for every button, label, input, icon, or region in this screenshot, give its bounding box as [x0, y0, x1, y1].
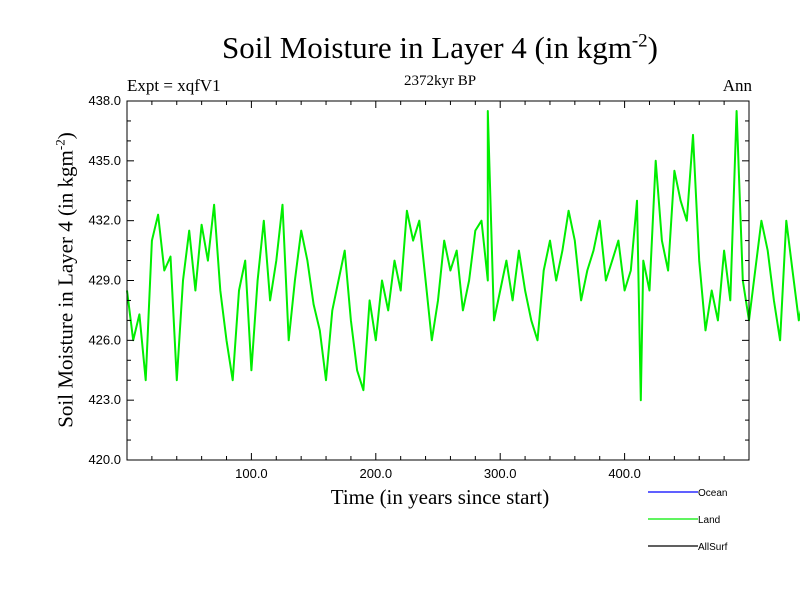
x-tick-label: 400.0 [608, 466, 641, 481]
y-tick-label: 435.0 [88, 153, 121, 168]
x-tick-label: 200.0 [360, 466, 393, 481]
legend-label-allsurf: AllSurf [698, 542, 728, 553]
y-tick-label: 432.0 [88, 213, 121, 228]
y-tick-label: 426.0 [88, 332, 121, 347]
legend-label-ocean: Ocean [698, 488, 727, 499]
chart-subtitle: 2372kyr BP [403, 73, 477, 89]
legend-label-land: Land [698, 515, 720, 526]
chart-title-text: Soil Moisture in Layer 4 (in kgm [222, 30, 632, 65]
plot-marks [126, 110, 800, 402]
chart-title-close-paren: ) [647, 30, 658, 65]
series-line-land [126, 110, 800, 402]
y-tick-label: 438.0 [88, 93, 121, 108]
y-tick-label: 423.0 [88, 392, 121, 407]
x-tick-label: 100.0 [235, 466, 268, 481]
x-axis-label: Time (in years since start) [330, 485, 550, 509]
y-tick-label: 420.0 [88, 452, 121, 467]
experiment-label: Expt = xqfV1 [127, 76, 221, 95]
chart-title: Soil Moisture in Layer 4 (in kgm-2) [0, 30, 800, 66]
legend: Ocean Land AllSurf [648, 488, 728, 553]
axes: 100.0 200.0 300.0 400.0 420.0 423.0 426.0 429.0… [88, 93, 749, 481]
chart-title-superscript: -2 [631, 30, 648, 52]
x-tick-label: 300.0 [484, 466, 517, 481]
season-label: Ann [722, 76, 752, 95]
y-tick-label: 429.0 [88, 273, 121, 288]
